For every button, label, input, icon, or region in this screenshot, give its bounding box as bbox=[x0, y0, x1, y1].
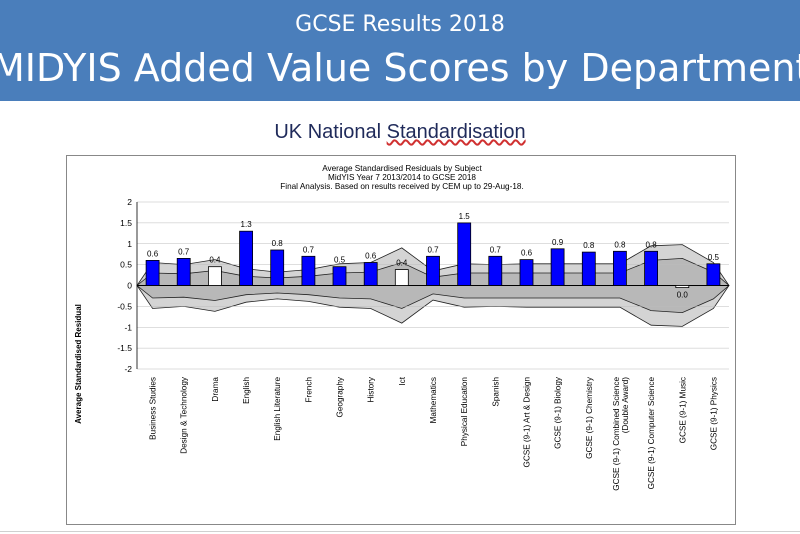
bar bbox=[270, 249, 285, 286]
section-title-emphasis: Standardisation bbox=[386, 121, 526, 143]
x-tick-label: GCSE (9-1) Physics bbox=[709, 377, 718, 450]
x-tick-label: Geography bbox=[336, 376, 345, 417]
data-label: 1.3 bbox=[241, 220, 253, 229]
bar bbox=[644, 250, 658, 286]
bar bbox=[550, 248, 565, 286]
x-tick-label: English bbox=[242, 377, 251, 404]
bars bbox=[145, 222, 721, 288]
bar bbox=[426, 255, 440, 286]
bar bbox=[581, 251, 596, 286]
bar bbox=[332, 266, 347, 286]
bar bbox=[363, 262, 378, 286]
x-tick-label: Business Studies bbox=[149, 377, 158, 440]
x-tick-label: GCSE (9-1) Computer Science bbox=[647, 377, 656, 490]
y-tick-label: 1.5 bbox=[120, 218, 132, 228]
y-tick-label: 0 bbox=[127, 281, 132, 291]
bar bbox=[394, 269, 409, 286]
chart-title-group: Average Standardised Residuals by Subjec… bbox=[280, 164, 523, 191]
bar bbox=[301, 255, 316, 286]
x-tick-label: GCSE (9-1) Music bbox=[678, 377, 687, 443]
banner-title: MIDYIS Added Value Scores by Department bbox=[0, 46, 800, 90]
y-tick-label: 1 bbox=[127, 239, 132, 249]
y-tick-label: -0.5 bbox=[117, 301, 132, 311]
x-tick-label: History bbox=[367, 376, 376, 402]
bar bbox=[675, 285, 690, 288]
chart-title-line: Final Analysis. Based on results receive… bbox=[280, 182, 523, 191]
chart-title-line: Average Standardised Residuals by Subjec… bbox=[322, 164, 482, 173]
data-label: 0.0 bbox=[677, 291, 689, 300]
x-tick-label-line2: (Double Award) bbox=[621, 377, 630, 434]
chart-frame: Average Standardised Residuals by Subjec… bbox=[66, 155, 736, 525]
data-label: 0.8 bbox=[646, 240, 658, 249]
section-title: UK National Standardisation bbox=[0, 121, 800, 144]
header-banner: GCSE Results 2018 MIDYIS Added Value Sco… bbox=[0, 0, 800, 101]
data-label: 0.8 bbox=[614, 240, 626, 249]
data-label: 0.6 bbox=[365, 252, 377, 261]
data-label: 0.7 bbox=[490, 245, 502, 254]
data-label: 0.7 bbox=[427, 245, 439, 254]
data-label: 0.7 bbox=[303, 245, 315, 254]
data-label: 0.8 bbox=[583, 241, 595, 250]
bar bbox=[145, 260, 160, 286]
data-label: 0.4 bbox=[396, 259, 408, 268]
axes: 2 1.5 1 0.5 0 -0.5 -1 -1.5 -2 Average Standardise… bbox=[74, 197, 138, 424]
bar bbox=[519, 259, 534, 286]
bar bbox=[207, 266, 222, 286]
x-tick-label: Design & Technology bbox=[180, 376, 189, 454]
x-tick-label: English Literature bbox=[273, 377, 282, 441]
data-label: 0.5 bbox=[708, 253, 720, 262]
data-label: 0.6 bbox=[521, 249, 533, 258]
data-label: 0.5 bbox=[334, 256, 346, 265]
data-label: 0.9 bbox=[552, 238, 564, 247]
bar bbox=[239, 230, 254, 286]
bar bbox=[706, 263, 721, 286]
bar bbox=[488, 255, 503, 286]
labels: 0.6 0.7 0.4 1.3 0.8 0.7 0.5 0.6 0.4 0.7 1.5 0.7 0.6 0… bbox=[147, 212, 719, 491]
data-label: 0.4 bbox=[209, 256, 221, 265]
y-tick-label: -2 bbox=[124, 364, 132, 374]
section-title-prefix: UK National bbox=[274, 121, 387, 143]
gridlines bbox=[137, 201, 729, 370]
x-tick-label: French bbox=[304, 377, 313, 403]
residuals-chart: Average Standardised Residuals by Subjec… bbox=[74, 164, 730, 491]
data-label: 1.5 bbox=[459, 212, 471, 221]
x-tick-label: Mathematics bbox=[429, 377, 438, 423]
banner-subtitle: GCSE Results 2018 bbox=[295, 12, 505, 37]
data-label: 0.7 bbox=[178, 247, 190, 256]
data-label: 0.6 bbox=[147, 249, 159, 258]
x-tick-label: GCSE (9-1) Chemistry bbox=[585, 376, 594, 459]
y-tick-label: 0.5 bbox=[120, 260, 132, 270]
y-tick-label: 2 bbox=[127, 197, 132, 207]
x-tick-label: GCSE (9-1) Art & Design bbox=[523, 377, 532, 468]
y-tick-label: -1.5 bbox=[117, 343, 132, 353]
x-tick-label: Drama bbox=[211, 377, 220, 402]
bottom-rule bbox=[0, 531, 800, 532]
y-tick-label: -1 bbox=[124, 322, 132, 332]
x-tick-label: Physical Education bbox=[460, 377, 469, 447]
x-tick-label: GCSE (9-1) Biology bbox=[554, 376, 563, 449]
y-axis-label: Average Standardised Residual bbox=[74, 304, 83, 424]
x-tick-label: Spanish bbox=[491, 377, 500, 407]
bar bbox=[613, 250, 627, 286]
bar bbox=[176, 258, 191, 286]
x-tick-label: GCSE (9-1) Combined Science bbox=[612, 377, 621, 491]
chart-title-line: MidYIS Year 7 2013/2014 to GCSE 2018 bbox=[328, 173, 476, 182]
bar bbox=[457, 222, 472, 286]
data-label: 0.8 bbox=[272, 239, 284, 248]
x-tick-label: Ict bbox=[398, 376, 407, 385]
